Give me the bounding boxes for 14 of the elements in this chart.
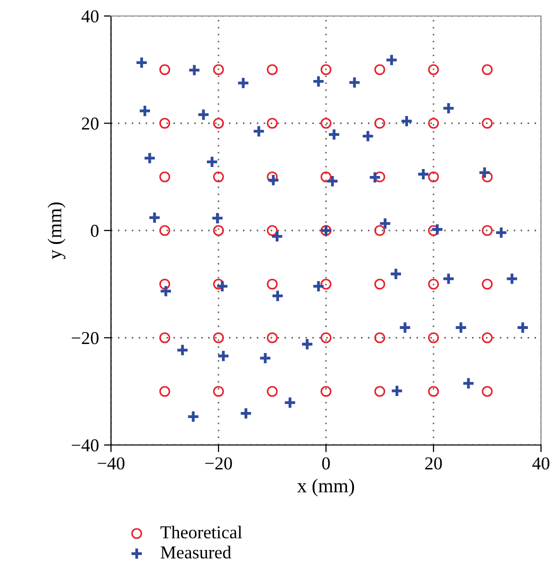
legend-label: Theoretical (160, 526, 242, 538)
x-tick-label: 20 (425, 457, 442, 470)
x-tick-label: 0 (322, 457, 330, 470)
x-tick-label: −20 (205, 457, 232, 470)
y-axis-title: y (mm) (48, 202, 66, 260)
y-tick-label: 0 (90, 224, 99, 237)
y-tick-label: 20 (82, 118, 99, 130)
y-tick-label: −20 (72, 332, 99, 344)
x-tick-label: 40 (532, 457, 550, 470)
y-tick-label: 40 (81, 10, 99, 22)
x-axis-title: x (mm) (297, 478, 354, 496)
legend-label: Measured (160, 546, 232, 559)
y-tick-label: −40 (72, 439, 99, 452)
x-tick-label: −40 (98, 457, 124, 470)
